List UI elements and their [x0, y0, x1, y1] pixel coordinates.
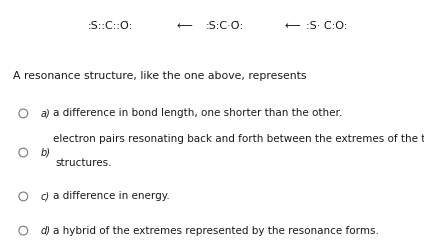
Text: electron pairs resonating back and forth between the extremes of the two: electron pairs resonating back and forth… — [53, 134, 424, 144]
Text: :S̈::C::Ö:: :S̈::C::Ö: — [87, 21, 133, 30]
Text: a hybrid of the extremes represented by the resonance forms.: a hybrid of the extremes represented by … — [53, 226, 379, 235]
Text: a): a) — [40, 109, 50, 118]
Text: :S̈· C̈:O:: :S̈· C̈:O: — [306, 21, 347, 30]
Text: A resonance structure, like the one above, represents: A resonance structure, like the one abov… — [13, 71, 306, 81]
Text: structures.: structures. — [55, 159, 112, 168]
Text: a difference in energy.: a difference in energy. — [53, 192, 170, 201]
Text: c): c) — [40, 192, 50, 201]
Text: ⟵: ⟵ — [176, 21, 192, 30]
Text: a difference in bond length, one shorter than the other.: a difference in bond length, one shorter… — [53, 109, 342, 118]
Text: :S̈:C·Ö:: :S̈:C·Ö: — [206, 21, 244, 30]
Text: ⟵: ⟵ — [285, 21, 301, 30]
Text: b): b) — [40, 148, 50, 157]
Text: d): d) — [40, 226, 50, 235]
